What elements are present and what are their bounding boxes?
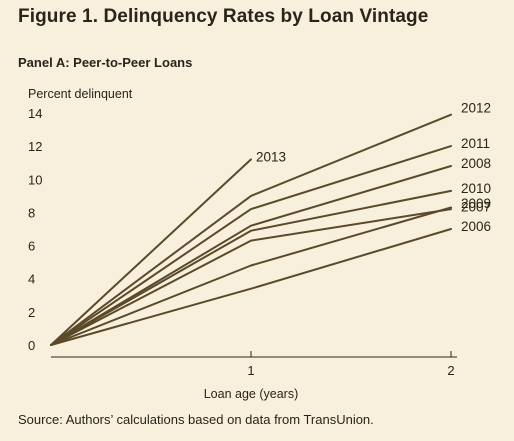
x-tick-label: 1 (247, 363, 254, 378)
series-line-2009 (50, 208, 452, 346)
series-line-2011 (50, 145, 452, 346)
x-tick-label: 2 (447, 363, 454, 378)
y-tick-label: 4 (28, 272, 35, 287)
series-label-2011: 2011 (461, 136, 490, 151)
series-line-2010 (50, 189, 452, 346)
y-tick-label: 6 (28, 239, 35, 254)
series-label-2009: 2009 (461, 196, 491, 211)
panel-title: Panel A: Peer-to-Peer Loans (18, 55, 193, 70)
series-line-2008 (50, 165, 452, 346)
series-line-2012 (50, 113, 452, 346)
y-tick-label: 12 (28, 139, 42, 154)
series-line-2006 (50, 228, 452, 346)
y-tick-label: 8 (28, 205, 35, 220)
series-label-2010: 2010 (461, 181, 491, 196)
series-label-2012: 2012 (461, 101, 491, 116)
y-tick-label: 10 (28, 172, 42, 187)
series-label-2007: 2007 (461, 199, 491, 214)
series-line-2013 (50, 158, 252, 346)
series-label-2006: 2006 (461, 219, 491, 234)
y-axis-label: Percent delinquent (28, 87, 133, 101)
series-line-2007 (50, 206, 452, 346)
y-tick-label: 0 (28, 338, 35, 353)
figure-title: Figure 1. Delinquency Rates by Loan Vint… (18, 6, 429, 27)
y-tick-label: 14 (28, 106, 42, 121)
x-axis-label: Loan age (years) (204, 387, 299, 401)
series-label-2013: 2013 (256, 149, 286, 164)
y-tick-label: 2 (28, 305, 35, 320)
series-label-2008: 2008 (461, 156, 491, 171)
source-note: Source: Authors’ calculations based on d… (18, 412, 374, 427)
